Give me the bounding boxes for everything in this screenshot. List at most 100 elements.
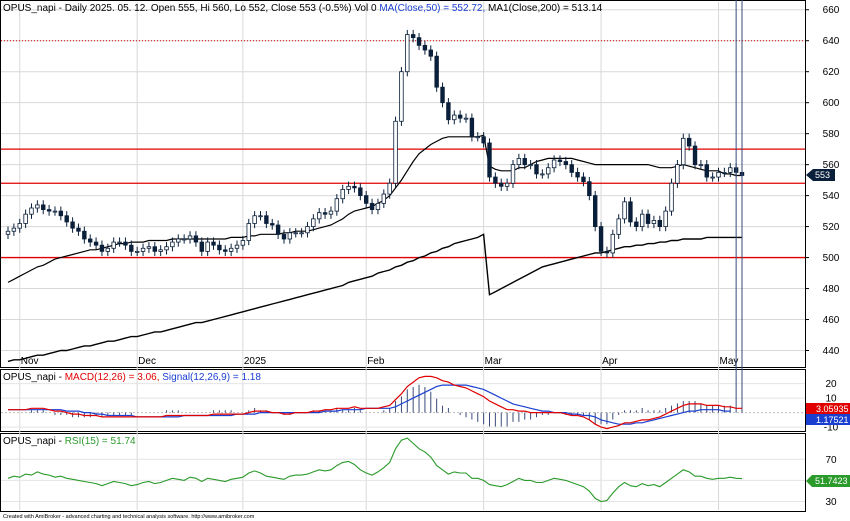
candle-body bbox=[587, 181, 592, 197]
candle-body bbox=[88, 238, 93, 243]
month-label: Nov bbox=[21, 356, 39, 367]
candle-body bbox=[499, 182, 504, 187]
candle-body bbox=[52, 210, 58, 213]
candle-body bbox=[381, 193, 387, 204]
candle-body bbox=[463, 117, 469, 120]
candle-body bbox=[534, 164, 539, 175]
price-tick-label: 560 bbox=[823, 160, 840, 171]
price-panel bbox=[0, 0, 806, 368]
x-axis-month-labels: Nov Dec 2025 Feb Mar Apr May bbox=[21, 356, 739, 367]
candle-body bbox=[610, 233, 616, 254]
candle-body bbox=[76, 227, 81, 232]
price-y-axis: 440 460 480 500 520 540 560 580 600 620 640 660 bbox=[805, 5, 840, 357]
candle-body bbox=[99, 244, 105, 252]
candle-body bbox=[722, 171, 727, 174]
candle-body bbox=[270, 223, 275, 226]
candle-body bbox=[393, 120, 398, 184]
month-label: Apr bbox=[602, 356, 618, 367]
candle-body bbox=[305, 226, 310, 234]
candle-body bbox=[264, 215, 269, 224]
candle-body bbox=[205, 241, 210, 252]
candle-body bbox=[681, 137, 686, 166]
candle-body bbox=[363, 195, 369, 204]
candle-body bbox=[716, 171, 721, 178]
candle-body bbox=[546, 167, 551, 175]
macd-tick-label: -10 bbox=[824, 423, 839, 434]
candle-body bbox=[146, 246, 152, 249]
month-label: 2025 bbox=[244, 356, 267, 367]
candle-body bbox=[281, 233, 287, 240]
candle-body bbox=[11, 227, 17, 232]
candle-body bbox=[176, 238, 181, 243]
price-tick-label: 500 bbox=[823, 253, 840, 264]
svg-text:51.7423: 51.7423 bbox=[815, 476, 848, 486]
candle-body bbox=[410, 34, 416, 39]
candle-body bbox=[375, 202, 381, 210]
rsi-panel bbox=[0, 433, 806, 512]
candle-body bbox=[422, 44, 428, 51]
candle-body bbox=[311, 218, 316, 227]
candle-body bbox=[352, 185, 357, 189]
candle-body bbox=[663, 210, 668, 227]
candle-body bbox=[29, 207, 34, 215]
candle-body bbox=[299, 232, 304, 235]
candle-body bbox=[64, 215, 69, 223]
candle-body bbox=[369, 202, 375, 210]
candle-body bbox=[317, 212, 322, 220]
candle-body bbox=[223, 249, 228, 252]
candle-body bbox=[187, 235, 193, 240]
svg-text:3.05935: 3.05935 bbox=[816, 404, 849, 414]
candle-body bbox=[728, 167, 733, 173]
price-tick-label: 620 bbox=[823, 67, 840, 78]
candle-body bbox=[17, 223, 22, 229]
month-label: Dec bbox=[138, 356, 156, 367]
candle-body bbox=[598, 226, 604, 252]
credit-text: Created with AmiBroker - advanced charti… bbox=[3, 514, 255, 520]
candle-body bbox=[452, 114, 457, 121]
candle-body bbox=[5, 230, 11, 235]
candle-body bbox=[23, 213, 28, 224]
candle-body bbox=[487, 142, 492, 178]
candle-body bbox=[581, 176, 586, 183]
candle-body bbox=[252, 215, 257, 224]
candle-body bbox=[399, 71, 404, 122]
candle-body bbox=[634, 221, 639, 227]
candle-body bbox=[669, 182, 674, 212]
candle-body bbox=[58, 210, 64, 217]
candle-body bbox=[710, 176, 715, 179]
candle-body bbox=[469, 117, 475, 138]
candle-body bbox=[228, 247, 234, 252]
candle-body bbox=[35, 204, 40, 209]
last-price-tag: 553 bbox=[806, 169, 835, 181]
candle-body bbox=[457, 114, 463, 119]
candle-body bbox=[528, 164, 533, 167]
candle-body bbox=[434, 55, 439, 88]
candle-body bbox=[569, 164, 574, 173]
macd-line bbox=[8, 375, 742, 430]
candle-body bbox=[340, 189, 345, 200]
candle-body bbox=[405, 34, 410, 73]
month-label: May bbox=[720, 356, 739, 367]
candle-body bbox=[510, 164, 516, 184]
candle-body bbox=[475, 136, 480, 139]
candle-body bbox=[657, 219, 662, 227]
candle-body bbox=[704, 164, 709, 178]
candle-body bbox=[416, 37, 422, 46]
candle-body bbox=[440, 86, 445, 104]
candle-body bbox=[322, 212, 328, 215]
price-tick-label: 600 bbox=[823, 98, 840, 109]
candle-body bbox=[616, 218, 621, 235]
price-header: OPUS_napi - Daily 2025. 05. 12. Open 555… bbox=[3, 3, 603, 14]
rsi-tick-label: 30 bbox=[825, 497, 837, 508]
candle-body bbox=[358, 187, 363, 197]
candle-body bbox=[105, 247, 111, 252]
candle-body bbox=[686, 137, 692, 147]
candle-body bbox=[170, 241, 175, 248]
candle-body bbox=[675, 164, 680, 184]
svg-text:1.17521: 1.17521 bbox=[816, 415, 849, 425]
macd-panel bbox=[0, 369, 806, 432]
candle-body bbox=[593, 195, 598, 227]
candle-body bbox=[334, 198, 340, 212]
candle-body bbox=[287, 232, 293, 240]
candle-body bbox=[428, 49, 433, 57]
